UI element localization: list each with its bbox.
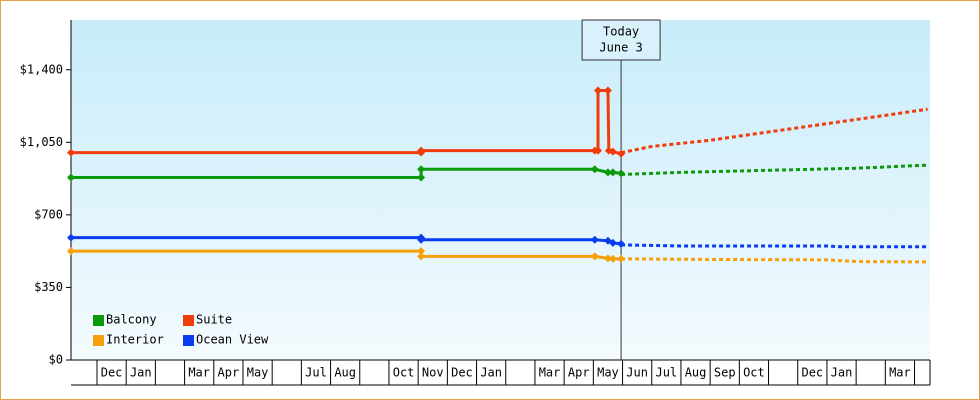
x-tick-label: Sep (714, 366, 736, 380)
x-tick-label: Oct (743, 366, 765, 380)
x-tick-label: May (247, 366, 269, 380)
x-tick-label: Mar (188, 366, 210, 380)
x-tick-label: Aug (685, 366, 707, 380)
x-tick-label: Dec (451, 366, 473, 380)
x-tick-label: Dec (101, 366, 123, 380)
x-tick-label: Jun (626, 366, 648, 380)
legend-swatch (183, 315, 194, 326)
price-point (603, 86, 612, 95)
x-tick-label: Apr (218, 366, 240, 380)
price-point (67, 247, 75, 256)
price-point (608, 147, 617, 156)
price-point (417, 165, 426, 174)
price-point (608, 238, 617, 247)
price-point (417, 146, 426, 155)
forecast-line (620, 107, 928, 155)
price-point (590, 235, 599, 244)
x-tick-label: Mar (539, 366, 561, 380)
price-point (594, 86, 603, 95)
legend-swatch (93, 315, 104, 326)
x-tick-label: Jul (655, 366, 677, 380)
x-tick-label: May (597, 366, 619, 380)
price-point (608, 168, 617, 177)
price-point (67, 173, 75, 182)
x-tick-label: Mar (889, 366, 911, 380)
price-point (617, 254, 626, 263)
forecast-line (621, 257, 928, 264)
today-label: June 3 (599, 41, 642, 55)
forecast-line (621, 163, 928, 176)
legend-label: Interior (106, 333, 164, 347)
price-point (590, 165, 599, 174)
y-tick-label: $1,400 (20, 62, 63, 76)
legend-label: Ocean View (196, 333, 269, 347)
today-label: Today (603, 25, 639, 39)
price-point (603, 168, 612, 177)
price-point (417, 235, 426, 244)
x-tick-label: Oct (393, 366, 415, 380)
x-tick-label: Jan (130, 366, 152, 380)
x-tick-label: Apr (568, 366, 590, 380)
price-point (594, 146, 603, 155)
x-tick-label: Jan (831, 366, 853, 380)
y-tick-label: $0 (49, 353, 63, 367)
x-tick-label: Nov (422, 366, 444, 380)
legend-swatch (183, 335, 194, 346)
x-tick-label: Aug (334, 366, 356, 380)
price-point (617, 149, 626, 158)
price-point (608, 254, 617, 263)
y-tick-label: $700 (34, 207, 63, 221)
plot-area (71, 20, 930, 360)
legend-label: Balcony (106, 313, 157, 327)
price-point (417, 247, 426, 256)
price-point (617, 169, 626, 178)
price-point (603, 254, 612, 263)
x-tick-label: Jul (305, 366, 327, 380)
today-box (581, 19, 661, 61)
price-point (590, 252, 599, 261)
y-tick-label: $1,050 (20, 135, 63, 149)
x-tick-label: Dec (801, 366, 823, 380)
price-point (67, 233, 75, 242)
price-point (617, 239, 626, 248)
y-tick-label: $350 (34, 280, 63, 294)
x-tick-label: Jan (480, 366, 502, 380)
price-point (417, 173, 426, 182)
price-point (67, 148, 75, 157)
price-point (417, 252, 426, 261)
forecast-line (621, 243, 928, 249)
legend-swatch (93, 335, 104, 346)
legend-label: Suite (196, 313, 232, 327)
